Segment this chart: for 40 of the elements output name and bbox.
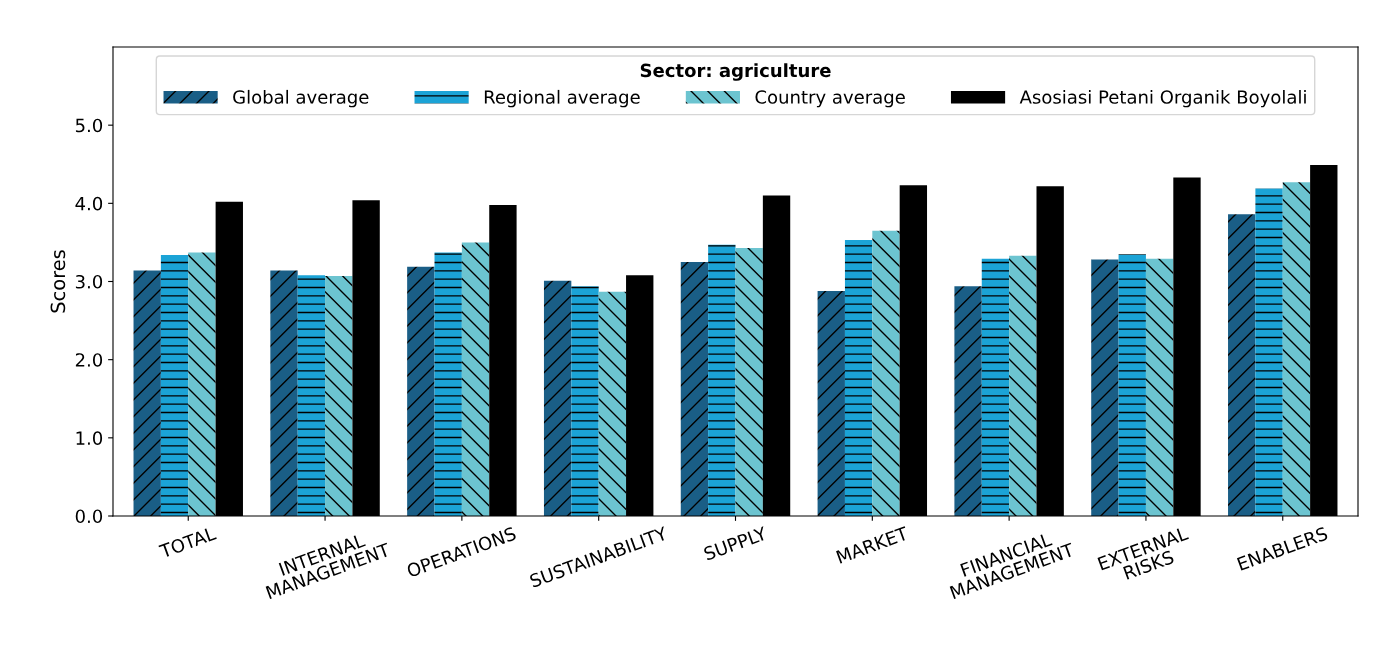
x-tick-label: TOTAL — [158, 526, 217, 559]
bar — [1009, 255, 1037, 516]
bar — [735, 247, 763, 516]
y-tick-label: 0.0 — [75, 509, 103, 524]
legend-title: Sector: agriculture — [640, 63, 831, 81]
y-tick-label: 3.0 — [75, 274, 103, 289]
bar — [160, 254, 189, 516]
bar — [708, 244, 736, 516]
bar — [133, 270, 161, 516]
legend-label: Regional average — [484, 89, 640, 108]
bar — [1282, 182, 1311, 516]
bar — [981, 258, 1010, 516]
legend-label: Global average — [233, 89, 369, 108]
bar — [1145, 258, 1174, 516]
bar — [461, 242, 490, 516]
bar — [407, 266, 435, 516]
y-tick-label: 4.0 — [75, 196, 103, 211]
y-tick-label: 1.0 — [76, 431, 103, 445]
bar — [325, 276, 353, 516]
y-axis-title: Scores — [50, 250, 66, 313]
bar — [844, 240, 873, 516]
bar — [680, 261, 709, 516]
bar — [954, 286, 982, 516]
bar — [1091, 259, 1119, 516]
bar — [1228, 214, 1256, 516]
bar — [817, 290, 845, 516]
bar — [188, 252, 216, 516]
bar — [270, 270, 298, 516]
y-tick-label: 5.0 — [75, 118, 103, 133]
legend-label: Country average — [755, 90, 905, 108]
legend-label: Asosiasi Petani Organik Boyolali — [1019, 89, 1306, 108]
bar — [1118, 254, 1146, 516]
bar — [872, 230, 900, 516]
bar — [1255, 188, 1283, 516]
bar — [434, 252, 462, 516]
bar — [571, 286, 599, 516]
bar — [297, 275, 326, 516]
y-tick-label: 2.0 — [75, 353, 103, 367]
bar — [598, 291, 627, 516]
bar — [543, 280, 572, 516]
